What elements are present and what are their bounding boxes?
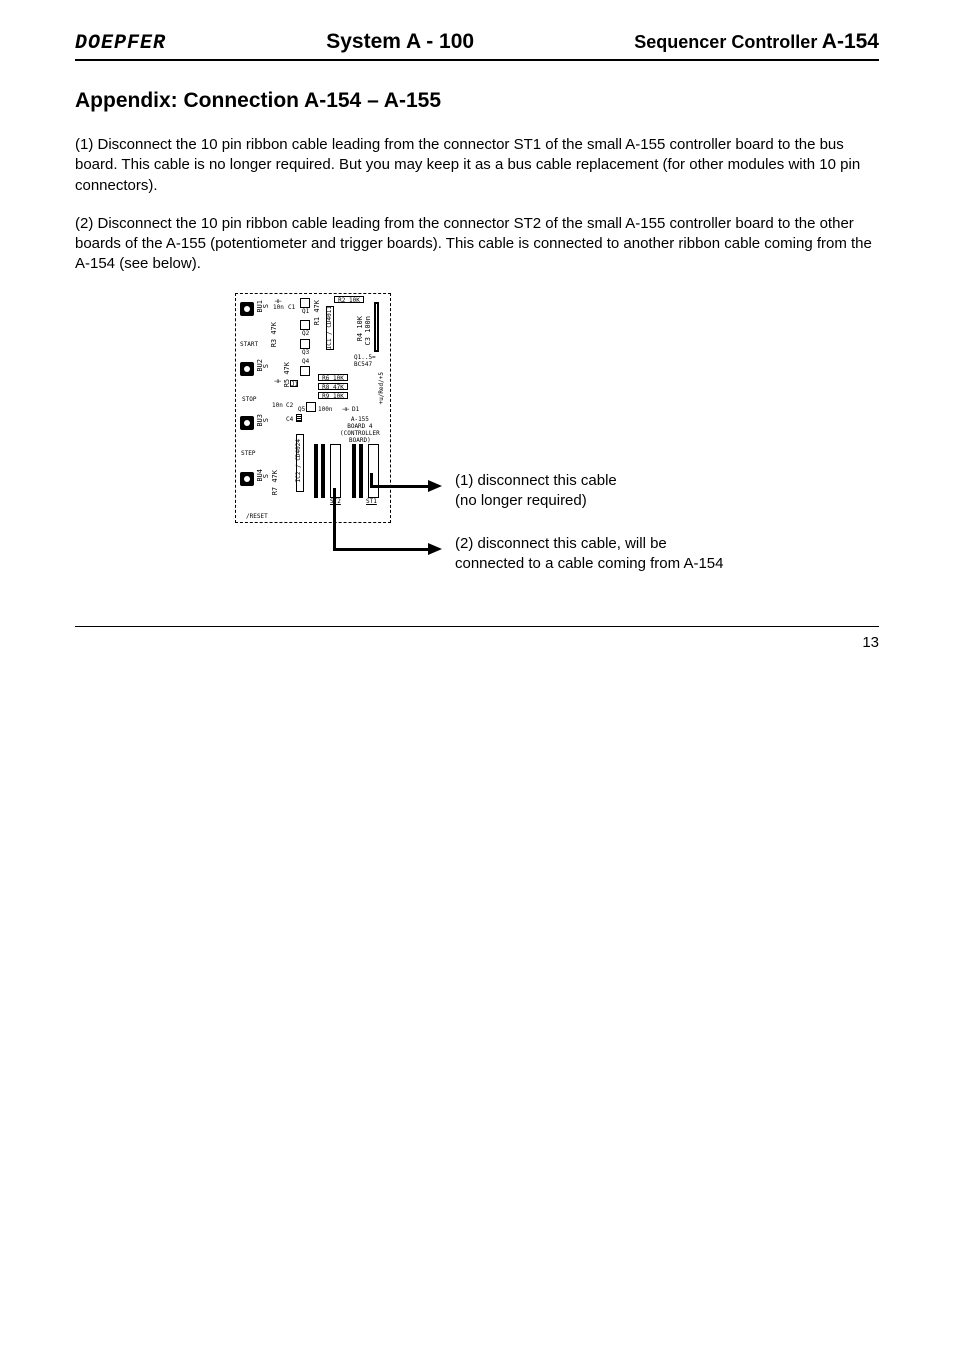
- st1-outer: [368, 444, 379, 498]
- s-label-2: S: [262, 364, 270, 368]
- q3-box: [300, 339, 310, 349]
- jack-label-start: START: [240, 341, 258, 348]
- paragraph-1: (1) Disconnect the 10 pin ribbon cable l…: [75, 135, 879, 196]
- s-label-3: S: [262, 418, 270, 422]
- s-label-1: S: [262, 304, 270, 308]
- reset-label: /RESET: [246, 513, 268, 520]
- right-bar: [374, 302, 379, 352]
- q5-label: Q5: [298, 406, 305, 413]
- pcb-diagram: START BU1 S STOP BU2 S STEP BU3 S BU4 S …: [235, 293, 879, 613]
- 100n-label: 100n: [318, 406, 332, 413]
- r8-box: R8 47K: [318, 383, 348, 390]
- r1-label: R1 47K: [313, 300, 321, 325]
- q4-box: [300, 366, 310, 376]
- d1-label: D1: [352, 406, 359, 413]
- annotation-2-line2: connected to a cable coming from A-154: [455, 554, 724, 574]
- pcb-outline: START BU1 S STOP BU2 S STEP BU3 S BU4 S …: [235, 293, 391, 523]
- r6-box: R6 10K: [318, 374, 348, 381]
- annotation-1-line2: (no longer required): [455, 491, 617, 511]
- transistor-type: Q1..5= BC547: [354, 354, 376, 368]
- module-label: Sequencer Controller: [634, 32, 817, 52]
- st1-label: ST1: [366, 498, 377, 505]
- arrow2-h: [333, 548, 430, 551]
- jack-step: [240, 416, 254, 430]
- cap2: ⊣⊢: [274, 378, 281, 385]
- r4-label: R4 10K: [356, 316, 364, 341]
- board-label: A-155 BOARD 4 (CONTROLLER BOARD): [340, 416, 380, 444]
- q4-label: Q4: [302, 358, 309, 365]
- arrow2-head: [428, 543, 442, 555]
- c1-10n: 10n: [273, 304, 284, 311]
- c1-label: C1: [288, 304, 295, 311]
- ic1-label: IC1 / CD4011: [326, 306, 333, 349]
- jack-label-stop: STOP: [242, 396, 256, 403]
- ic2-label: IC2 / CD4024: [295, 439, 302, 482]
- c4-box: [296, 414, 302, 422]
- annotation-1-line1: (1) disconnect this cable: [455, 471, 617, 491]
- r7-label: R7 47K: [271, 470, 279, 495]
- cap3: ⊣⊢: [342, 406, 349, 413]
- arrow1-h: [370, 485, 430, 488]
- page-header: DOEPFER System A - 100 Sequencer Control…: [75, 30, 879, 61]
- power-label: +u/Red/+5: [378, 372, 385, 405]
- s-label-4: S: [262, 474, 270, 478]
- j1-box: J1: [290, 380, 298, 387]
- annotation-1: (1) disconnect this cable (no longer req…: [455, 471, 617, 512]
- arrow1-head: [428, 480, 442, 492]
- page-number: 13: [862, 634, 879, 651]
- c3-label: C3 100n: [364, 316, 372, 346]
- q1-label: Q1: [302, 308, 309, 315]
- c4-label: C4: [286, 416, 293, 423]
- jack-stop: [240, 362, 254, 376]
- module-title: Sequencer Controller A-154: [634, 30, 879, 54]
- arrow2-v: [333, 488, 336, 550]
- appendix-heading: Appendix: Connection A-154 – A-155: [75, 89, 879, 113]
- q1-box: [300, 298, 310, 308]
- st1-slot: [356, 444, 359, 498]
- annotation-2-line1: (2) disconnect this cable, will be: [455, 534, 724, 554]
- q2-box: [300, 320, 310, 330]
- q5-box: [306, 402, 316, 412]
- module-number: A-154: [822, 30, 879, 53]
- brand-logo: DOEPFER: [75, 32, 166, 55]
- jack-start: [240, 302, 254, 316]
- st2-slot: [318, 444, 321, 498]
- c2-label: C2: [286, 402, 293, 409]
- cap-symbol: ⊣⊢: [273, 298, 283, 302]
- jack-label-step: STEP: [241, 450, 255, 457]
- r3-label: R3 47K: [270, 322, 278, 347]
- q3-label: Q3: [302, 349, 309, 356]
- annotation-2: (2) disconnect this cable, will be conne…: [455, 534, 724, 575]
- system-title: System A - 100: [326, 30, 474, 54]
- q2-label: Q2: [302, 330, 309, 337]
- jack-reset: [240, 472, 254, 486]
- r2-box: R2 10K: [334, 296, 364, 303]
- r9-box: R9 10K: [318, 392, 348, 399]
- footer-rule: [75, 626, 879, 627]
- c2-10n: 10n: [272, 402, 283, 409]
- paragraph-2: (2) Disconnect the 10 pin ribbon cable l…: [75, 214, 879, 275]
